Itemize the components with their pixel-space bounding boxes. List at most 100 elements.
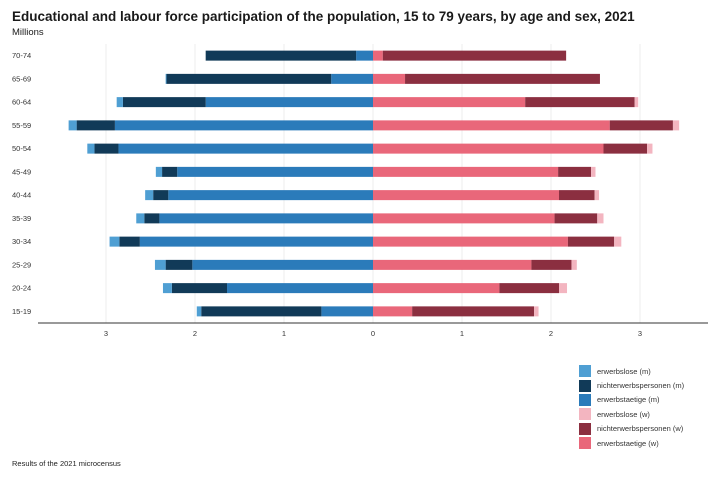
bar-erwerbstaetige-m--50-54 <box>118 143 374 154</box>
bar-erwerbstaetige-m--40-44 <box>168 190 373 201</box>
bar-nichterwerbspersonen-w--20-24 <box>499 283 560 294</box>
unit-label: Millions <box>12 27 44 38</box>
bar-erwerbslose-w--50-54 <box>647 143 653 154</box>
y-tick-label: 60-64 <box>12 98 31 107</box>
legend-item: erwerbstaetige (m) <box>579 393 684 407</box>
bar-erwerbstaetige-w--65-69 <box>373 73 406 84</box>
bar-nichterwerbspersonen-m--50-54 <box>94 143 119 154</box>
bar-nichterwerbspersonen-w--30-34 <box>567 236 615 247</box>
bar-erwerbslose-m--65-69 <box>165 73 167 84</box>
bar-erwerbstaetige-w--70-74 <box>373 50 383 61</box>
bar-nichterwerbspersonen-w--35-39 <box>554 213 598 224</box>
y-tick-label: 20-24 <box>12 284 31 293</box>
bar-nichterwerbspersonen-w--70-74 <box>382 50 567 61</box>
bar-nichterwerbspersonen-w--60-64 <box>525 97 635 108</box>
legend-label: nichterwerbspersonen (w) <box>597 424 684 434</box>
bar-erwerbstaetige-w--15-19 <box>373 306 413 317</box>
legend-label: erwerbstaetige (m) <box>597 395 660 405</box>
bar-erwerbstaetige-m--35-39 <box>159 213 373 224</box>
y-tick-label: 65-69 <box>12 74 31 83</box>
bar-erwerbstaetige-m--45-49 <box>177 166 373 177</box>
bar-nichterwerbspersonen-m--35-39 <box>144 213 160 224</box>
bar-nichterwerbspersonen-m--25-29 <box>165 259 193 270</box>
legend-swatch <box>579 422 591 435</box>
x-tick-label: 1 <box>460 329 464 338</box>
bar-erwerbslose-w--45-49 <box>591 166 596 177</box>
x-tick-label: 3 <box>104 329 108 338</box>
x-tick-label: 2 <box>193 329 197 338</box>
bar-erwerbslose-m--55-59 <box>68 120 77 131</box>
bar-erwerbslose-w--60-64 <box>634 97 639 108</box>
y-tick-label: 25-29 <box>12 260 31 269</box>
x-tick-label: 3 <box>638 329 642 338</box>
bar-nichterwerbspersonen-m--30-34 <box>119 236 140 247</box>
bar-erwerbslose-m--25-29 <box>154 259 166 270</box>
bar-nichterwerbspersonen-m--65-69 <box>166 73 332 84</box>
bar-erwerbstaetige-m--70-74 <box>356 50 373 61</box>
legend-swatch <box>579 393 591 406</box>
bar-nichterwerbspersonen-w--40-44 <box>559 190 595 201</box>
bar-erwerbslose-m--50-54 <box>87 143 95 154</box>
bar-erwerbstaetige-m--60-64 <box>205 97 373 108</box>
bar-nichterwerbspersonen-m--60-64 <box>122 97 206 108</box>
y-tick-label: 30-34 <box>12 237 31 246</box>
legend-swatch <box>579 365 591 378</box>
bar-nichterwerbspersonen-w--25-29 <box>531 259 572 270</box>
bar-erwerbslose-w--20-24 <box>559 283 568 294</box>
bar-erwerbstaetige-w--50-54 <box>373 143 604 154</box>
legend-label: erwerbstaetige (w) <box>597 438 659 448</box>
legend-label: erwerbslose (w) <box>597 409 650 419</box>
bar-erwerbslose-m--30-34 <box>109 236 120 247</box>
bar-erwerbstaetige-m--30-34 <box>139 236 373 247</box>
bar-erwerbstaetige-m--25-29 <box>192 259 373 270</box>
chart-title: Educational and labour force participati… <box>12 9 635 24</box>
bar-erwerbslose-w--15-19 <box>534 306 539 317</box>
bar-erwerbstaetige-w--35-39 <box>373 213 555 224</box>
legend: erwerbslose (m) nichterwerbspersonen (m) e… <box>579 364 684 450</box>
bar-erwerbslose-m--40-44 <box>145 190 154 201</box>
bar-nichterwerbspersonen-w--65-69 <box>405 73 600 84</box>
bar-nichterwerbspersonen-m--15-19 <box>201 306 322 317</box>
bar-erwerbstaetige-m--65-69 <box>331 73 373 84</box>
bar-nichterwerbspersonen-w--55-59 <box>609 120 673 131</box>
bar-erwerbstaetige-m--20-24 <box>227 283 373 294</box>
y-tick-label: 50-54 <box>12 144 31 153</box>
x-tick-label: 0 <box>371 329 375 338</box>
bar-erwerbstaetige-m--55-59 <box>114 120 374 131</box>
bar-nichterwerbspersonen-m--45-49 <box>162 166 178 177</box>
legend-label: erwerbslose (m) <box>597 366 651 376</box>
y-tick-label: 70-74 <box>12 51 31 60</box>
bar-erwerbslose-m--35-39 <box>136 213 145 224</box>
bar-erwerbslose-w--25-29 <box>571 259 577 270</box>
bar-erwerbstaetige-w--25-29 <box>373 259 532 270</box>
bar-nichterwerbspersonen-w--15-19 <box>412 306 535 317</box>
bar-erwerbslose-m--15-19 <box>196 306 202 317</box>
bar-nichterwerbspersonen-w--45-49 <box>558 166 592 177</box>
y-tick-label: 55-59 <box>12 121 31 130</box>
legend-item: nichterwerbspersonen (w) <box>579 422 684 436</box>
y-tick-label: 15-19 <box>12 307 31 316</box>
bar-erwerbstaetige-w--30-34 <box>373 236 568 247</box>
bar-erwerbstaetige-w--20-24 <box>373 283 500 294</box>
legend-swatch <box>579 379 591 392</box>
bar-erwerbstaetige-w--45-49 <box>373 166 559 177</box>
bar-nichterwerbspersonen-m--55-59 <box>76 120 115 131</box>
bar-erwerbslose-m--60-64 <box>116 97 123 108</box>
bar-nichterwerbspersonen-w--50-54 <box>603 143 648 154</box>
y-tick-label: 45-49 <box>12 167 31 176</box>
bar-nichterwerbspersonen-m--20-24 <box>171 283 228 294</box>
bar-erwerbslose-w--30-34 <box>614 236 622 247</box>
y-tick-label: 35-39 <box>12 214 31 223</box>
x-tick-label: 1 <box>282 329 286 338</box>
legend-item: erwerbslose (m) <box>579 364 684 378</box>
legend-swatch <box>579 437 591 450</box>
bar-erwerbstaetige-w--55-59 <box>373 120 610 131</box>
legend-swatch <box>579 408 591 421</box>
bar-nichterwerbspersonen-m--70-74 <box>205 50 357 61</box>
bar-erwerbstaetige-m--15-19 <box>321 306 373 317</box>
bar-erwerbslose-w--40-44 <box>594 190 600 201</box>
legend-item: nichterwerbspersonen (m) <box>579 378 684 392</box>
bar-nichterwerbspersonen-m--40-44 <box>153 190 169 201</box>
bar-erwerbslose-w--55-59 <box>672 120 680 131</box>
